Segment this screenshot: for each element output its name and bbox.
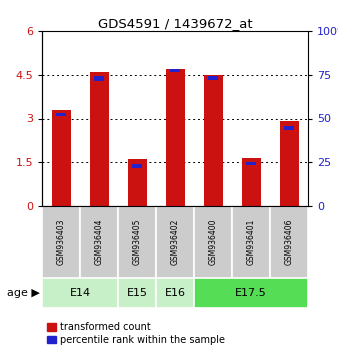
Bar (156, 278, 194, 308)
Bar (232, 206, 270, 278)
Bar (56, 113, 66, 116)
Text: E17.5: E17.5 (235, 288, 267, 298)
Bar (90, 72, 108, 206)
Bar (170, 69, 180, 73)
Bar (246, 162, 256, 165)
Bar (118, 278, 156, 308)
Bar (194, 278, 308, 308)
Bar (94, 76, 104, 81)
Bar (280, 121, 298, 206)
Bar (132, 164, 142, 168)
Bar (166, 69, 185, 206)
Text: GSM936402: GSM936402 (170, 219, 179, 265)
Text: GSM936406: GSM936406 (285, 219, 293, 265)
Text: E15: E15 (126, 288, 147, 298)
Bar (241, 158, 261, 206)
Legend: transformed count, percentile rank within the sample: transformed count, percentile rank withi… (47, 322, 225, 345)
Bar (156, 206, 194, 278)
Bar (203, 75, 222, 206)
Bar (118, 206, 156, 278)
Text: GSM936404: GSM936404 (95, 219, 103, 265)
Bar (194, 206, 232, 278)
Bar (284, 126, 294, 130)
Bar (270, 206, 308, 278)
Text: GSM936401: GSM936401 (246, 219, 256, 265)
Title: GDS4591 / 1439672_at: GDS4591 / 1439672_at (98, 17, 252, 30)
Bar (208, 76, 218, 80)
Text: E16: E16 (165, 288, 186, 298)
Text: GSM936400: GSM936400 (209, 219, 217, 265)
Bar (127, 159, 146, 206)
Bar (51, 110, 71, 206)
Bar (80, 206, 118, 278)
Text: E14: E14 (69, 288, 91, 298)
Text: GSM936403: GSM936403 (56, 219, 66, 265)
Bar (42, 278, 118, 308)
Text: age ▶: age ▶ (7, 288, 40, 298)
Text: GSM936405: GSM936405 (132, 219, 142, 265)
Bar (42, 206, 80, 278)
